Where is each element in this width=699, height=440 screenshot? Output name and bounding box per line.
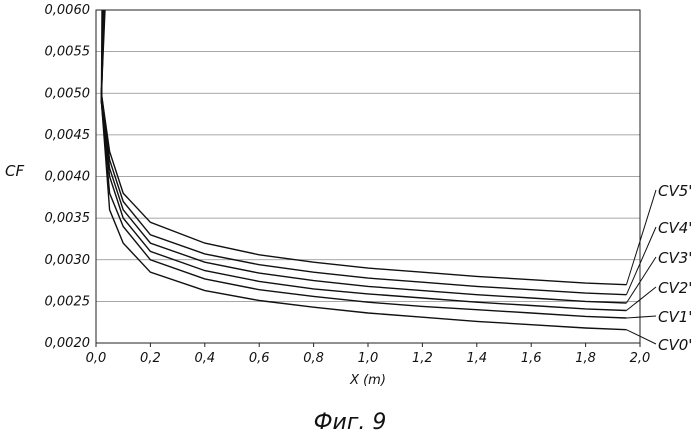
series-leader-2 [626, 287, 656, 311]
x-tick-label: 1,8 [575, 351, 596, 366]
x-tick-label: 0,8 [303, 351, 324, 366]
y-tick-label: 0,0055 [45, 45, 91, 60]
grid-layer [96, 10, 640, 343]
x-tick-label: 1,6 [521, 351, 542, 366]
x-tick-label: 1,4 [466, 351, 487, 366]
series-leader-0 [626, 330, 656, 344]
y-axis-label: CF [5, 162, 24, 180]
y-tick-label: 0,0025 [45, 294, 91, 309]
y-tick-label: 0,0030 [45, 253, 91, 268]
x-tick-label: 1,0 [358, 351, 379, 366]
series-line-0 [101, 10, 626, 330]
y-tick-label: 0,0060 [45, 3, 91, 18]
series-label: CV2' [658, 279, 692, 297]
series-labels: CV0' CV1' CV2' CV3' CV4' CV5' [626, 182, 692, 354]
y-tick-label: 0,0040 [45, 170, 91, 185]
y-tick-label: 0,0045 [45, 128, 91, 143]
series-label: CV0' [658, 336, 692, 354]
series-line-5 [101, 10, 626, 285]
figure-caption: Фиг. 9 [314, 410, 387, 435]
y-axis-ticks: 0,0020 0,0025 0,0030 0,0035 0,0040 0,0045 0,00… [45, 3, 91, 351]
y-tick-label: 0,0035 [45, 211, 91, 226]
x-tick-label: 0,6 [249, 351, 270, 366]
series-label: CV4' [658, 219, 692, 237]
x-tick-label: 0,4 [194, 351, 215, 366]
y-tick-label: 0,0050 [45, 86, 91, 101]
x-axis-label: X (m) [349, 373, 386, 388]
y-tick-label: 0,0020 [45, 336, 91, 351]
series-label: CV1' [658, 308, 692, 326]
x-tick-label: 1,2 [412, 351, 433, 366]
x-tick-label: 2,0 [630, 351, 651, 366]
x-axis-ticks: 0,0 0,2 0,4 0,6 0,8 1,0 1,2 1,4 1,6 1,8 2,0 [86, 343, 651, 366]
series-label: CV5' [658, 182, 692, 200]
series-leader-3 [626, 257, 656, 303]
series-line-2 [101, 10, 626, 311]
series-line-3 [101, 10, 626, 303]
curve-layer [101, 10, 626, 330]
x-tick-label: 0,0 [86, 351, 107, 366]
series-label: CV3' [658, 249, 692, 267]
series-leader-1 [626, 316, 656, 318]
x-tick-label: 0,2 [140, 351, 161, 366]
series-line-4 [101, 10, 626, 295]
series-line-1 [101, 10, 626, 318]
